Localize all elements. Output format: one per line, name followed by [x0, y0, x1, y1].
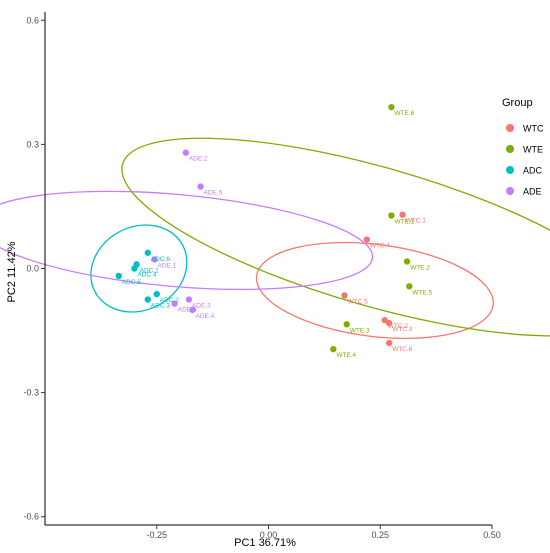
point-label: WTE.3 — [350, 327, 370, 334]
x-tick-label: -0.25 — [146, 530, 167, 540]
y-tick-label: 0.3 — [26, 139, 39, 149]
point-label: WTC.4 — [370, 243, 391, 250]
x-tick-label: 0.25 — [371, 530, 389, 540]
point-ade-2 — [182, 149, 190, 156]
point-label: WTC.3 — [392, 326, 413, 333]
point-label: ADC.2 — [160, 297, 180, 304]
point-ade-3 — [185, 296, 193, 303]
point-wtc-4 — [363, 236, 371, 243]
legend-key-ade — [506, 187, 514, 195]
point-wte-2 — [403, 258, 411, 265]
data-points — [115, 103, 413, 353]
y-tick-label: 0.6 — [26, 15, 39, 25]
y-axis-title: PC2 11.42% — [6, 241, 18, 302]
x-axis-title: PC1 36.71% — [234, 537, 296, 549]
point-label: ADC.4 — [137, 272, 157, 279]
point-label: ADE.3 — [192, 303, 211, 310]
point-adc-4 — [131, 265, 138, 272]
point-ade-5 — [197, 183, 204, 190]
legend-label-adc: ADC — [523, 166, 543, 176]
point-label: WTC.5 — [347, 298, 368, 305]
legend-key-adc — [506, 166, 514, 174]
point-adc-6 — [144, 249, 152, 256]
point-label: WTE.1 — [394, 219, 414, 226]
legend-label-wtc: WTC — [523, 124, 544, 134]
point-ade-1 — [151, 256, 158, 263]
legend-label-ade: ADE — [523, 187, 542, 197]
point-label: WTC.2 — [388, 323, 409, 330]
x-tick-label: 0.50 — [483, 530, 501, 540]
point-label: ADC.5 — [122, 279, 142, 286]
y-tick-label: -0.6 — [23, 512, 39, 522]
point-wtc-1 — [399, 211, 406, 218]
ellipse-wtc — [255, 241, 494, 340]
point-label: ADE.1 — [158, 262, 177, 269]
point-wtc-3 — [385, 319, 393, 327]
point-label: ADC.1 — [140, 267, 160, 274]
legend-title: Group — [502, 97, 533, 109]
y-tick-label: 0.0 — [26, 264, 39, 274]
point-wtc-5 — [341, 292, 348, 299]
x-tick-label: 0.00 — [260, 530, 278, 540]
point-label: ADE.5 — [204, 190, 223, 197]
point-label: ADE.4 — [196, 313, 215, 320]
point-wte-6 — [388, 103, 395, 111]
point-label: WTC.6 — [392, 346, 413, 353]
ellipse-wte — [121, 137, 550, 337]
point-label: ADE.6 — [178, 307, 197, 314]
y-tick-label: -0.3 — [23, 388, 39, 398]
legend-key-wte — [506, 145, 514, 153]
point-adc-3 — [144, 296, 152, 303]
point-label: WTE.6 — [394, 110, 414, 117]
legend: Group WTC WTE ADC ADE — [502, 97, 544, 197]
point-wte-4 — [330, 345, 337, 353]
point-ade-6 — [171, 300, 178, 307]
point-ade-4 — [189, 306, 196, 314]
point-wte-1 — [388, 212, 395, 219]
point-label: ADC.6 — [151, 256, 171, 263]
confidence-ellipses — [0, 137, 550, 340]
x-axis-ticks: -0.25 0.00 0.25 0.50 — [146, 525, 501, 540]
point-wtc-6 — [385, 339, 393, 347]
point-label: WTE.5 — [412, 289, 432, 296]
legend-label-wte: WTE — [523, 145, 543, 155]
y-axis-ticks: -0.6 -0.3 0.0 0.3 0.6 — [23, 15, 45, 522]
point-label: WTE.4 — [336, 352, 356, 359]
point-label: ADE.2 — [189, 156, 208, 163]
point-wte-5 — [406, 283, 413, 290]
point-adc-2 — [153, 290, 160, 298]
ellipse-adc — [90, 224, 188, 313]
point-wte-3 — [343, 321, 350, 328]
point-label: WTE.2 — [410, 264, 430, 271]
point-label: ADC.3 — [151, 303, 171, 310]
legend-key-wtc — [506, 124, 514, 132]
ellipse-ade — [0, 190, 374, 291]
point-label: WTC.1 — [406, 218, 427, 225]
point-adc-5 — [115, 272, 122, 280]
